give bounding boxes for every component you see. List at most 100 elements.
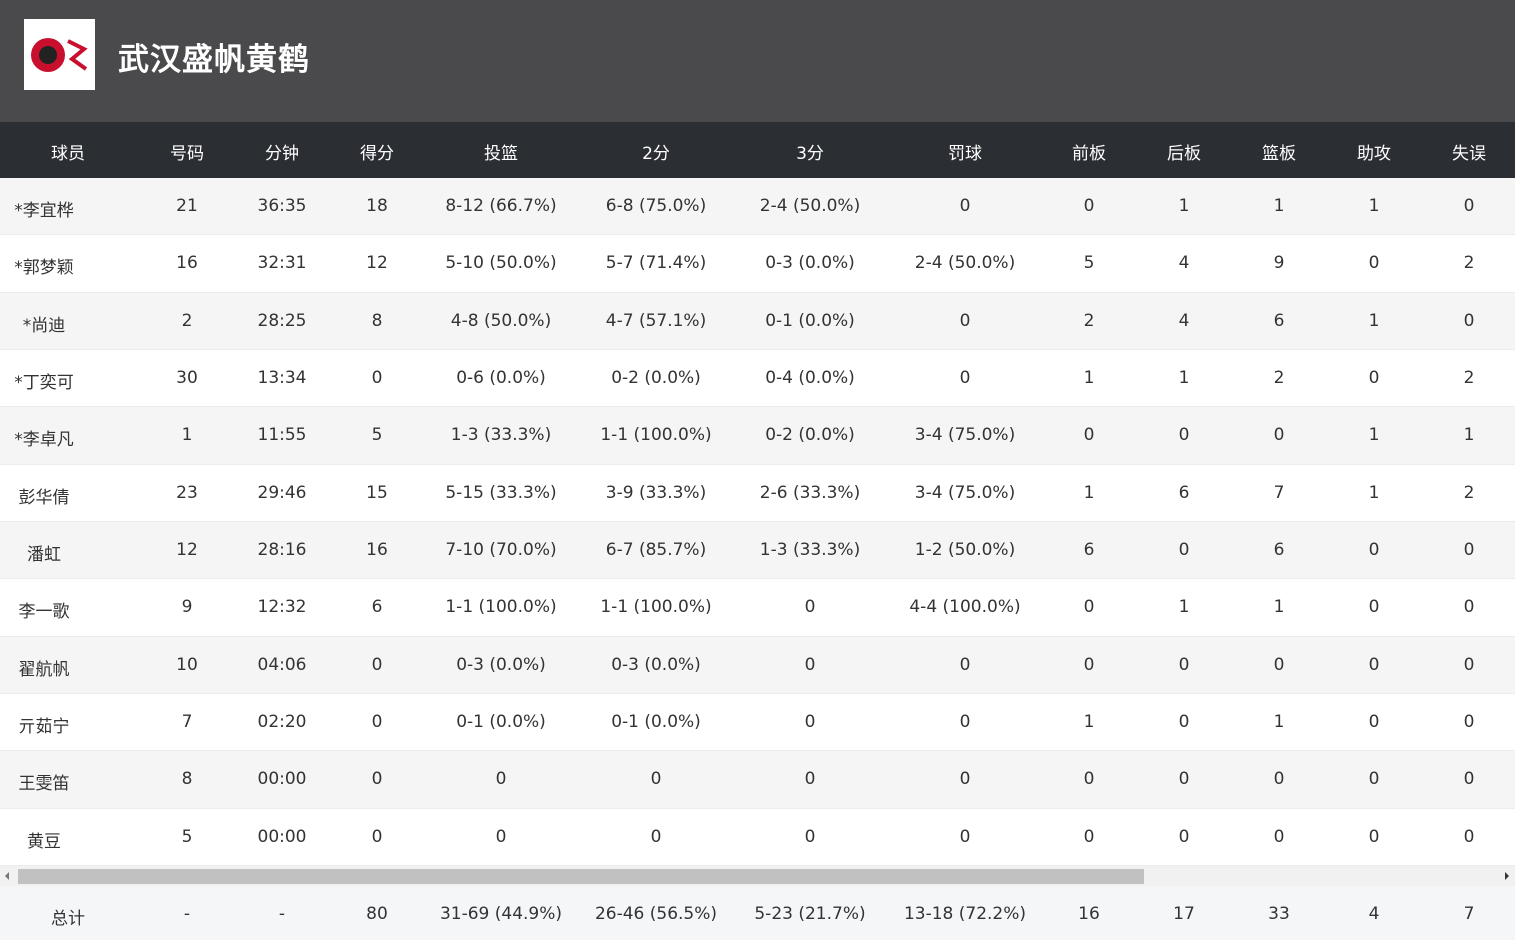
player-name: 黄豆 (27, 831, 61, 852)
stat-cell: 1 (181, 425, 193, 446)
stat-cell: 30 (176, 367, 198, 388)
scrollbar[interactable] (0, 866, 1515, 886)
stat-cell: 1-1 (100.0%) (600, 425, 712, 446)
stat-cell: 1 (1368, 482, 1380, 503)
stat-cell: 1 (1178, 196, 1190, 216)
stat-cell: 2 (1463, 482, 1475, 503)
stat-cell: 0 (1083, 196, 1095, 216)
stat-cell: 29:46 (257, 482, 307, 503)
stat-cell: 21 (176, 196, 198, 216)
column-header: 篮板 (1262, 144, 1296, 164)
player-row: *郭梦颖 16 32:31 12 5-10 (50.0%) 5-7 (71.4%) 0-3 … (0, 235, 1515, 293)
column-header: 3分 (796, 144, 824, 164)
stat-cell: 7-10 (70.0%) (445, 539, 557, 560)
stat-cell: 0 (1463, 539, 1475, 560)
stat-cell: 5 (181, 826, 193, 847)
stat-cell: 4-7 (57.1%) (605, 310, 707, 331)
stat-cell: 4 (1178, 310, 1190, 331)
total-cell: 4 (1368, 904, 1380, 924)
team-title: 武汉盛帆黄鹤 (118, 42, 310, 78)
total-cell: 17 (1173, 904, 1195, 924)
stat-cell: 23 (176, 482, 198, 503)
stat-cell: 7 (1273, 482, 1285, 503)
player-row: *李宜桦 21 36:35 18 8-12 (66.7%) 6-8 (75.0%) 2-4 … (0, 178, 1515, 236)
stat-cell: 0 (1368, 826, 1380, 847)
stat-cell: 0 (1273, 769, 1285, 790)
stat-cell: 8 (371, 310, 383, 331)
column-header: 助攻 (1357, 144, 1391, 164)
player-row: 彭华倩 23 29:46 15 5-15 (33.3%) 3-9 (33.3%) 2-6 (… (0, 464, 1515, 522)
player-name: 翟航帆 (18, 659, 70, 680)
stat-cell: 0 (1368, 711, 1380, 732)
player-row: 李一歌 9 12:32 6 1-1 (100.0%) 1-1 (100.0%) 0 4-4 (… (0, 579, 1515, 637)
stat-cell: 28:25 (257, 310, 307, 331)
player-name: *丁奕可 (14, 372, 74, 393)
player-row: 亓茹宁 7 02:20 0 0-1 (0.0%) 0-1 (0.0%) 0 0 1 0 1 0 0 (0, 693, 1515, 752)
stat-cell: 12 (176, 539, 198, 560)
player-name: 王雯笛 (18, 774, 70, 795)
stat-cell: 1 (1368, 425, 1380, 446)
stat-cell: 16 (176, 253, 198, 274)
stat-cell: 2-4 (50.0%) (759, 196, 861, 216)
stat-cell: 00:00 (257, 826, 307, 847)
player-row: *丁奕可 30 13:34 0 0-6 (0.0%) 0-2 (0.0%) 0-4 (0.0… (0, 349, 1515, 408)
stat-cell: 6 (371, 597, 383, 618)
column-header: 前板 (1072, 144, 1106, 164)
total-cell: 31-69 (44.9%) (439, 904, 563, 924)
stat-cell: 0 (1368, 367, 1380, 388)
stat-cell: 1-1 (100.0%) (600, 597, 712, 618)
stat-cell: 28:16 (257, 539, 307, 560)
stat-cell: 0 (959, 654, 971, 675)
stat-cell: 0 (804, 711, 816, 732)
stat-cell: 1 (1083, 711, 1095, 732)
total-cell: - (278, 904, 286, 924)
stat-cell: 0 (371, 367, 383, 388)
stat-cell: 13:34 (257, 367, 307, 388)
stat-cell: 6 (1273, 539, 1285, 560)
stat-cell: 2 (1083, 310, 1095, 331)
stat-cell: 4-8 (50.0%) (450, 310, 552, 331)
stat-cell: 0 (371, 654, 383, 675)
stat-cell: 0 (371, 769, 383, 790)
stat-cell: 1 (1273, 597, 1285, 618)
stat-cell: 0 (804, 654, 816, 675)
stat-cell: 1 (1273, 196, 1285, 216)
stat-cell: 0 (1178, 539, 1190, 560)
stat-cell: 12 (366, 253, 388, 274)
column-header: 投篮 (484, 144, 518, 164)
stat-cell: 5 (1083, 253, 1095, 274)
stat-cell: 9 (181, 597, 193, 618)
player-row: 潘虹 12 28:16 16 7-10 (70.0%) 6-7 (85.7%) 1-3 (3… (0, 521, 1515, 580)
scroll-arrows (5, 872, 1509, 880)
stat-cell: 10 (176, 654, 198, 675)
player-name: *尚迪 (22, 315, 66, 336)
player-row: 翟航帆 10 04:06 0 0-3 (0.0%) 0-3 (0.0%) 0 0 0 0 0 0 0 (0, 636, 1515, 694)
stat-cell: 2 (1273, 367, 1285, 388)
stat-cell: 16 (366, 539, 388, 560)
stat-cell: 0-3 (0.0%) (611, 654, 701, 675)
stat-cell: 0 (1083, 597, 1095, 618)
stat-cell: 0 (1083, 826, 1095, 847)
table-header: 球员 号码 分钟 得分 投篮 2分 3分 罚球 前板 后板 篮板 助攻 失误 (0, 122, 1515, 178)
team-header: 武汉盛帆黄鹤 (0, 0, 1515, 122)
stat-cell: 8-12 (66.7%) (445, 196, 557, 216)
scroll-thumb[interactable] (18, 869, 1144, 884)
stat-cell: 1 (1178, 367, 1190, 388)
stat-cell: 1-3 (33.3%) (759, 539, 861, 560)
stat-cell: 00:00 (257, 769, 307, 790)
stat-cell: 6 (1178, 482, 1190, 503)
stat-cell: 8 (181, 769, 193, 790)
stat-cell: 0-3 (0.0%) (456, 654, 546, 675)
stat-cell: 02:20 (257, 711, 307, 732)
stat-cell: 2 (1463, 367, 1475, 388)
total-cell: 80 (366, 904, 388, 924)
column-header: 球员 (51, 144, 85, 164)
stat-cell: 5 (371, 425, 383, 446)
player-name: 亓茹宁 (18, 716, 70, 737)
stat-cell: 0 (371, 826, 383, 847)
stat-cell: 1-1 (100.0%) (445, 597, 557, 618)
stat-cell: 0 (1178, 826, 1190, 847)
stat-cell: 6 (1273, 310, 1285, 331)
stat-cell: 0 (1083, 425, 1095, 446)
